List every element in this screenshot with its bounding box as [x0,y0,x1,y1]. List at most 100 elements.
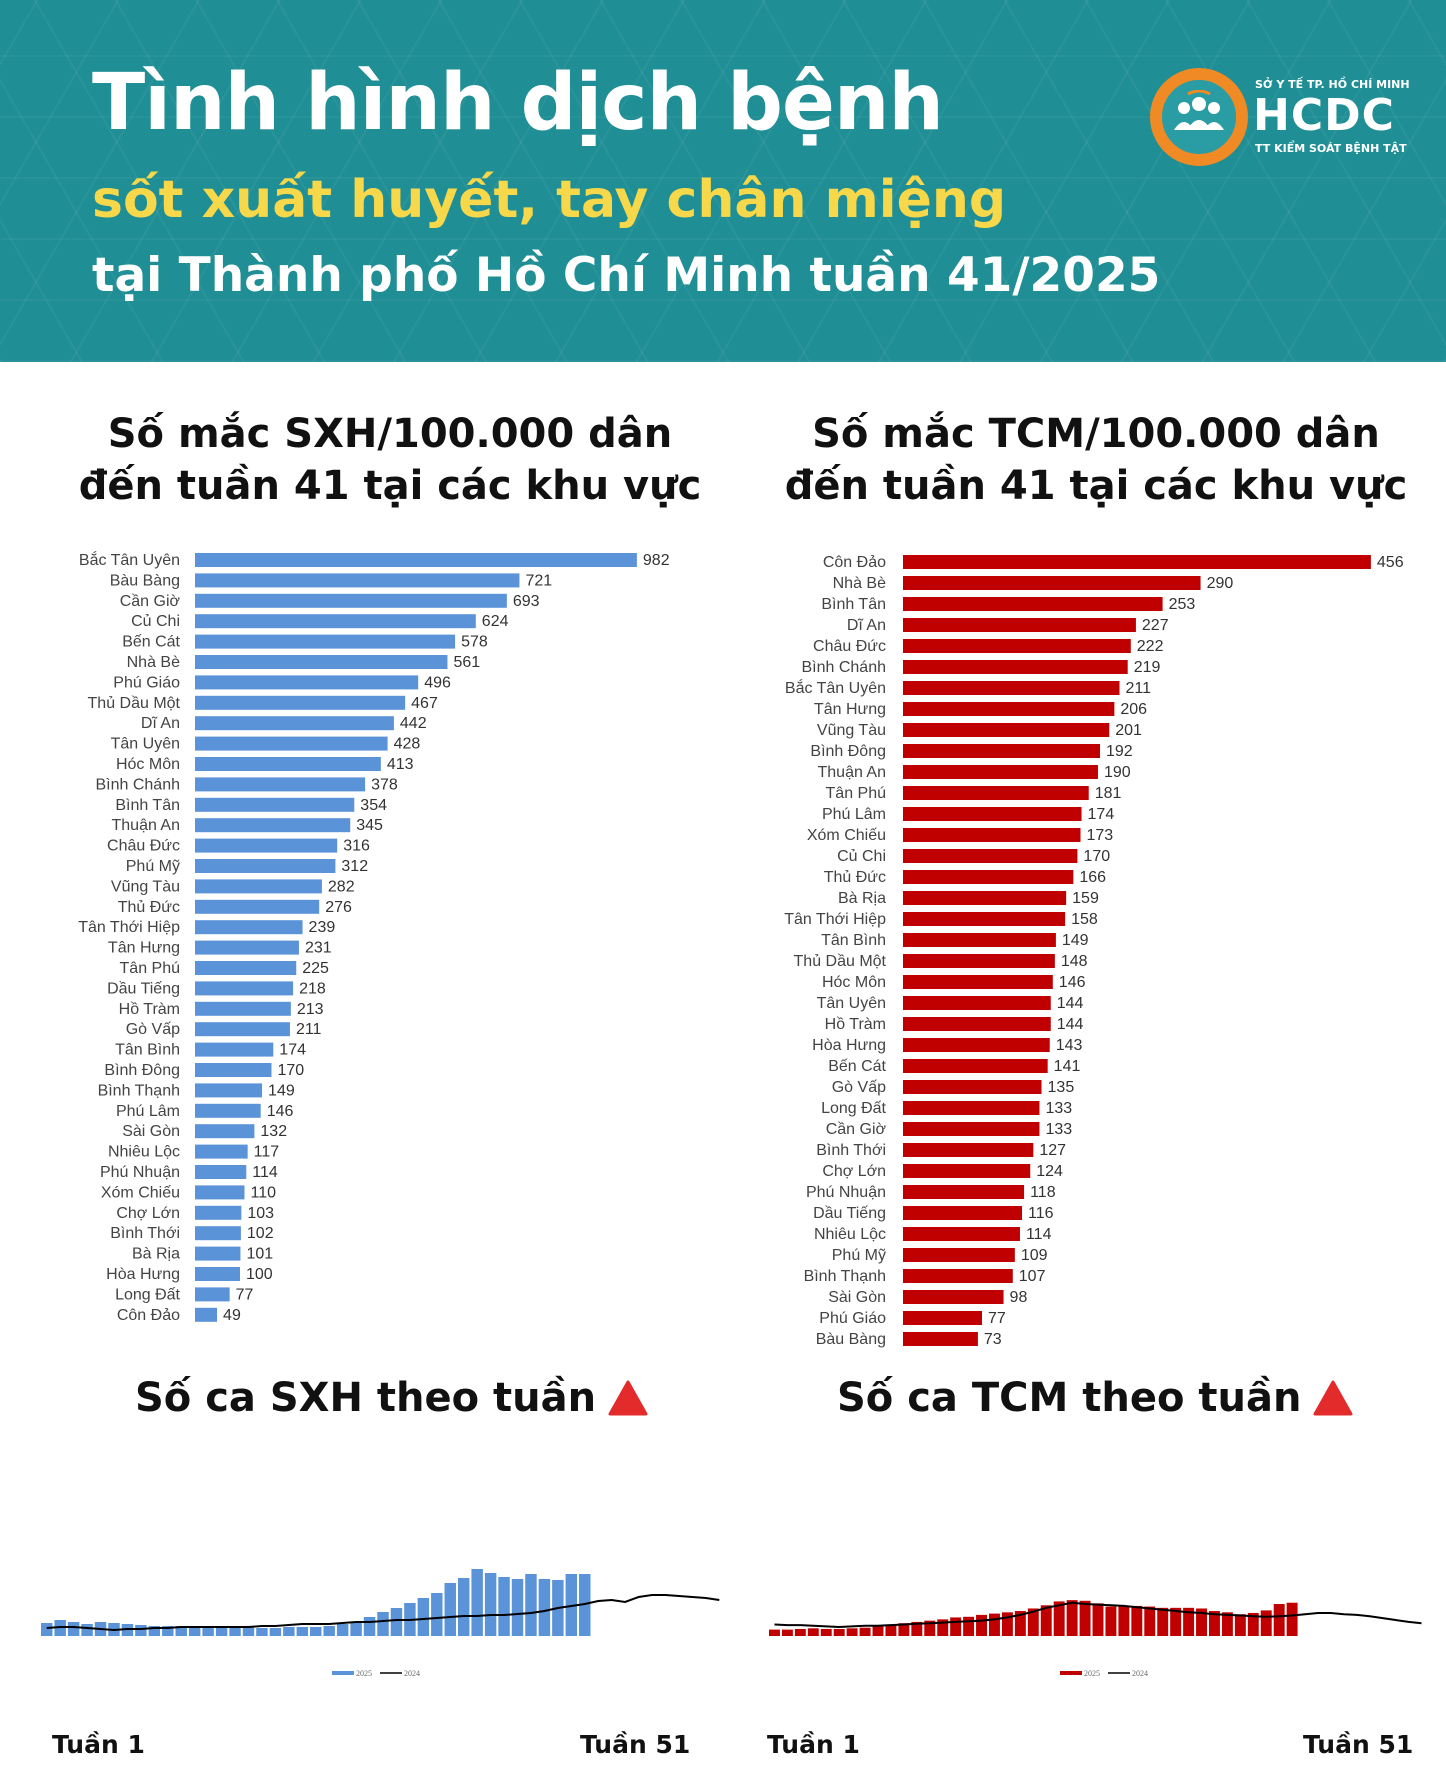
bar [195,818,351,833]
week-bar [1001,1612,1013,1636]
bar-value-label: 192 [1106,743,1133,760]
sxh-weekly-title-text: Số ca SXH theo tuần [135,1375,597,1421]
bar-label: Hóc Môn [116,756,180,773]
bar [195,920,303,935]
bar [195,879,322,894]
bar-value-label: 146 [267,1103,294,1120]
bar-value-label: 218 [299,980,326,997]
week-bar [471,1569,483,1636]
bar-label: Sài Gòn [828,1289,886,1306]
week-bar [215,1627,228,1636]
bar-label: Tân Uyên [817,995,886,1012]
tcm-district-bar-chart: Côn Đảo 456 Nhà Bè 290 Bình Tân 253 Dĩ An 227 Ch… [784,554,1404,1348]
tcm-week-end-label: Tuần 51 [1303,1730,1414,1759]
week-bar [377,1612,389,1636]
bar [195,695,406,710]
bar-value-label: 206 [1120,701,1147,718]
tcm-weekly-title-text: Số ca TCM theo tuần [837,1375,1302,1421]
week-bar [67,1622,80,1636]
bar-value-label: 124 [1036,1163,1063,1180]
bar-label: Bình Đông [104,1062,180,1079]
bar-label: Phú Giáo [113,674,180,691]
bar [903,975,1053,989]
week-bar [794,1628,806,1636]
bar-label: Dĩ An [141,715,180,732]
week-bar [538,1579,551,1636]
bar-label: Bàu Bàng [816,1331,886,1348]
week-bar [859,1627,871,1636]
week-bar [1014,1611,1026,1636]
week-bar [457,1578,470,1636]
bar-label: Long Đất [821,1100,886,1117]
week-bar [148,1626,161,1636]
bar-value-label: 144 [1057,1016,1084,1033]
bar-value-label: 143 [1056,1037,1083,1054]
bar-value-label: 101 [246,1246,273,1263]
bar-label: Thuận An [818,764,887,781]
trend-line-2024 [46,1594,720,1632]
week-bar [963,1616,975,1636]
bar-label: Cần Giờ [826,1121,887,1138]
bar-label: Tân Bình [821,932,886,949]
bar [195,614,476,629]
bar [195,899,320,914]
bar-value-label: 442 [400,715,427,732]
bar-label: Thủ Đức [118,899,180,916]
bar-label: Côn Đảo [823,554,886,571]
week-bar [1040,1605,1052,1636]
bar-label: Nhiêu Lộc [814,1226,886,1243]
bar-value-label: 211 [1126,680,1152,697]
bar [195,593,507,608]
week-bar [1273,1604,1285,1636]
bar [903,576,1201,590]
sxh-weekly-chart: 2025 2024 [41,1569,720,1678]
bar-value-label: 378 [371,776,398,793]
bar [903,891,1067,905]
bar-label: Bình Đông [810,743,886,760]
bar-label: Tân Hưng [814,701,886,718]
week-bar [950,1617,962,1636]
bar [903,660,1128,674]
bar [903,1311,983,1325]
week-bar [833,1628,845,1636]
week-bar [1131,1605,1143,1636]
bar-label: Phú Lâm [822,806,886,823]
bar [903,1227,1020,1241]
bar-value-label: 100 [246,1266,273,1283]
bar-label: Bình Thạnh [804,1268,886,1285]
bar-value-label: 141 [1054,1058,1081,1075]
bar [903,744,1101,758]
week-bar [1079,1600,1091,1636]
week-bar [135,1625,147,1636]
bar-label: Chợ Lớn [822,1163,886,1180]
bar-label: Bình Thới [816,1142,886,1159]
week-bar [1234,1614,1246,1636]
week-bar [976,1614,987,1636]
bar-value-label: 496 [424,674,451,691]
bar [903,1248,1015,1262]
bar-value-label: 456 [1377,554,1404,571]
bar-label: Bến Cát [122,634,180,651]
bar-value-label: 146 [1059,974,1086,991]
legend-swatch-2025 [1060,1671,1082,1675]
bar-label: Tân Phú [826,785,886,802]
bar-value-label: 231 [305,940,332,957]
bar-value-label: 290 [1207,575,1234,592]
week-bar [444,1583,456,1636]
bar-value-label: 114 [1026,1226,1052,1243]
bar-value-label: 561 [453,654,480,671]
bar-label: Phú Mỹ [832,1247,886,1264]
week-bar [525,1574,537,1636]
bar [195,553,637,567]
week-bar [820,1628,832,1636]
bar-value-label: 135 [1048,1079,1075,1096]
sxh-title-line2: đến tuần 41 tại các khu vực [78,463,702,509]
week-bar [872,1626,884,1636]
week-bar [1247,1612,1259,1636]
legend-label-2025: 2025 [1084,1669,1100,1678]
bar [195,1001,291,1016]
week-bar [202,1626,214,1636]
bar-label: Dĩ An [847,617,886,634]
bar [195,1287,230,1302]
sxh-week-start-label: Tuần 1 [52,1730,145,1759]
